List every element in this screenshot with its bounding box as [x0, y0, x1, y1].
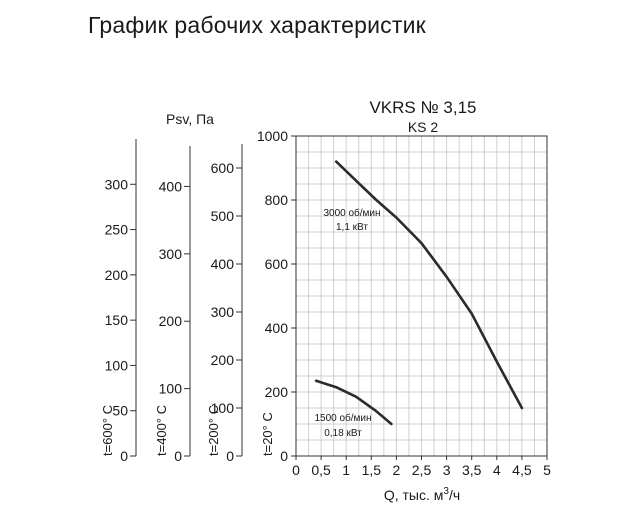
temperature-axis-label: t=400° C: [154, 405, 169, 456]
pressure-axis-tick-label: 100: [105, 357, 129, 373]
series-3000-rpm-curve: [334, 160, 524, 410]
pressure-axis-tick-label: 600: [211, 160, 235, 176]
pressure-axis-tick-label: 100: [211, 400, 235, 416]
pressure-axis-tick-label: 150: [105, 312, 129, 328]
pressure-axis-tick-label: 300: [159, 246, 183, 262]
pressure-axis-tick-label: 200: [211, 352, 235, 368]
pressure-axis-tick-label: 250: [105, 222, 129, 238]
pressure-axis-tick-label: 0: [120, 448, 128, 464]
x-tick-label: 3,5: [462, 462, 482, 478]
y-tick-label: 400: [265, 320, 289, 336]
y-tick-label: 800: [265, 192, 289, 208]
pressure-axis-tick-label: 400: [159, 178, 183, 194]
pressure-axis-tick-label: 300: [211, 304, 235, 320]
y-tick-label: 600: [265, 256, 289, 272]
pressure-axis-tick-label: 0: [174, 448, 182, 464]
x-axis-label-main: Q, тыс. м: [384, 487, 444, 503]
pressure-axis-tick-label: 200: [105, 267, 129, 283]
pressure-axis-tick-label: 500: [211, 208, 235, 224]
temperature-axis-label: t=600° C: [100, 405, 115, 456]
y-tick-label: 0: [280, 448, 288, 464]
x-axis-label-sup: 3: [443, 486, 449, 497]
pressure-axis-tick-label: 0: [226, 448, 234, 464]
tick-labels: 0 0,5 1 1,5 2 2,5 3 3,5 4 4,5 5 0 200 400 600 800 1000: [257, 128, 551, 478]
x-tick-label: 0: [292, 462, 300, 478]
chart-grid: [296, 136, 547, 456]
temperature-axis-label: t=200° C: [206, 405, 221, 456]
series-2-label-line1: 1500 об/мин: [314, 412, 371, 424]
x-tick-label: 2: [393, 462, 401, 478]
temperature-axis-label: t=20° C: [260, 412, 275, 456]
pressure-axis-tick-label: 400: [211, 256, 235, 272]
series-2-label-line2: 0,18 кВт: [324, 428, 362, 439]
chart-title: VKRS № 3,15: [369, 98, 476, 117]
pressure-axis-tick-label: 50: [112, 403, 128, 419]
series-1-label-line1: 3000 об/мин: [323, 207, 380, 219]
pressure-axis-tick-label: 100: [159, 381, 183, 397]
x-axis-label: Q, тыс. м3/ч: [384, 486, 460, 503]
x-tick-label: 1: [342, 462, 350, 478]
x-tick-label: 3: [443, 462, 451, 478]
x-tick-label: 0,5: [311, 462, 331, 478]
x-tick-label: 4,5: [512, 462, 532, 478]
y-axis-label: Psv, Па: [166, 111, 214, 127]
series-1500-rpm-curve: [314, 379, 393, 426]
page-title: График рабочих характеристик: [88, 12, 426, 38]
x-tick-label: 1,5: [362, 462, 382, 478]
y-tick-label: 1000: [257, 128, 288, 144]
x-tick-label: 2,5: [412, 462, 432, 478]
pressure-axis-tick-label: 200: [159, 313, 183, 329]
pressure-axes: 0 50 100 150 200 250 300 t=600° C 0 100 200 300 400 t…: [100, 139, 275, 464]
series-1-label-line2: 1,1 кВт: [336, 222, 368, 233]
chart-subtitle: KS 2: [408, 119, 439, 135]
y-tick-label: 200: [265, 384, 289, 400]
x-tick-label: 5: [543, 462, 551, 478]
x-axis-label-tail: /ч: [449, 487, 460, 503]
series-layer: [314, 160, 524, 426]
x-tick-label: 4: [493, 462, 501, 478]
pressure-axis-tick-label: 300: [105, 176, 129, 192]
